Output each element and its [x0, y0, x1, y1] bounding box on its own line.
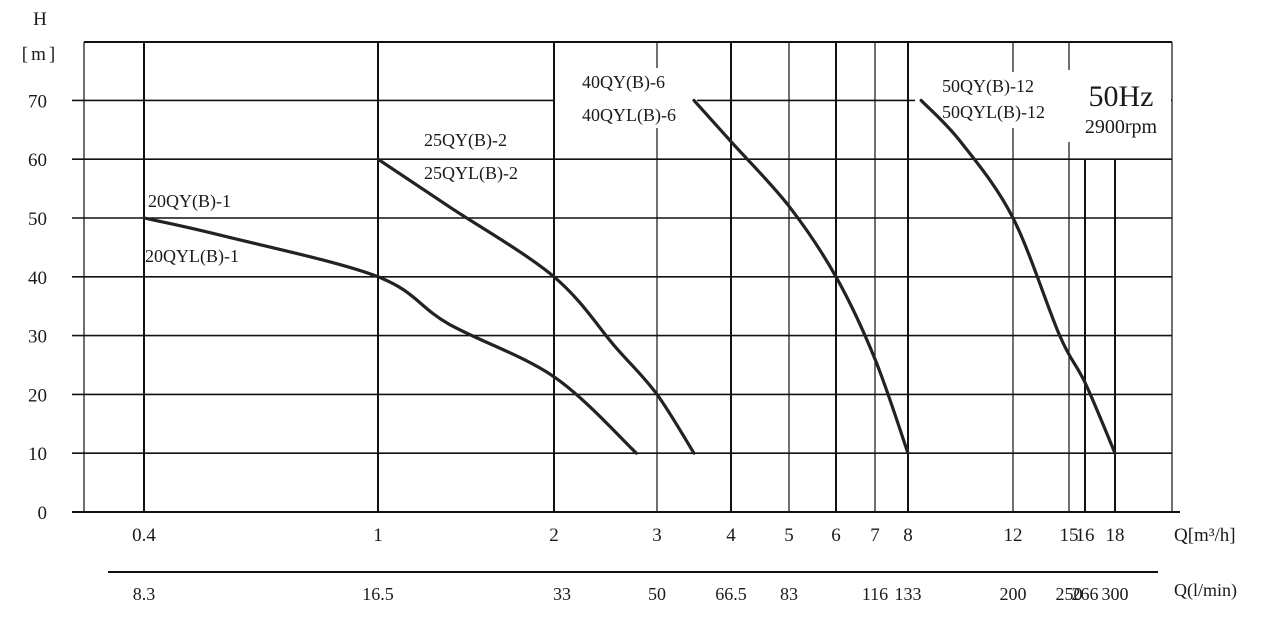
curve-3	[692, 98, 910, 455]
y-axis-unit: [m]	[22, 44, 58, 65]
label-background	[555, 68, 697, 128]
x-tick-label: 1	[373, 525, 383, 546]
frequency-label: 50Hz	[1089, 80, 1154, 113]
series-label: 50QY(B)-12	[942, 76, 1034, 97]
label-background	[1063, 70, 1171, 142]
lpm-tick-label: 250	[1056, 584, 1083, 604]
x-tick-label: 12	[1004, 525, 1023, 546]
series-alt-label: 25QYL(B)-2	[424, 163, 518, 184]
x-tick-label: 2	[549, 525, 559, 546]
x-tick-label: 18	[1106, 525, 1125, 546]
y-tick-label: 0	[38, 503, 48, 524]
lpm-tick-label: 266	[1072, 584, 1099, 604]
lpm-tick-label: 33	[553, 584, 571, 604]
y-tick-label: 40	[28, 268, 47, 289]
y-axis-symbol: H	[33, 9, 47, 30]
series-label: 25QY(B)-2	[424, 130, 507, 151]
lpm-tick-label: 300	[1102, 584, 1129, 604]
series-label: 20QY(B)-1	[148, 191, 231, 212]
y-tick-label: 20	[28, 385, 47, 406]
lpm-tick-label: 16.5	[362, 584, 394, 604]
y-tick-label: 30	[28, 327, 47, 348]
curve-layer	[142, 98, 1117, 455]
y-tick-label: 70	[28, 91, 47, 112]
y-tick-label: 60	[28, 150, 47, 171]
series-alt-label: 40QYL(B)-6	[582, 105, 676, 126]
lpm-tick-label: 8.3	[133, 584, 156, 604]
x-tick-label: 0.4	[132, 525, 156, 546]
x-tick-label: 8	[903, 525, 913, 546]
lpm-tick-label: 200	[1000, 584, 1027, 604]
series-alt-label: 50QYL(B)-12	[942, 102, 1045, 123]
x-axis-title-m3h: Q[m³/h]	[1174, 525, 1236, 546]
lpm-tick-label: 50	[648, 584, 666, 604]
lpm-tick-label: 116	[862, 584, 888, 604]
curve-1	[142, 216, 638, 455]
x-axis-title-lpm: Q(l/min)	[1174, 580, 1237, 601]
lpm-tick-label: 133	[895, 584, 922, 604]
x-tick-label: 6	[831, 525, 841, 546]
lpm-tick-label: 66.5	[715, 584, 747, 604]
curve-2	[376, 157, 696, 455]
curve-4	[919, 98, 1117, 455]
x-tick-label: 7	[870, 525, 880, 546]
series-label: 40QY(B)-6	[582, 72, 665, 93]
y-tick-label: 50	[28, 209, 47, 230]
x-tick-label: 3	[652, 525, 662, 546]
lpm-tick-label: 83	[780, 584, 798, 604]
series-alt-label: 20QYL(B)-1	[145, 246, 239, 267]
x-tick-label: 4	[726, 525, 736, 546]
x-tick-label: 16	[1076, 525, 1095, 546]
text-layer: 0102030405060700.48.3116.5233350466.5583…	[22, 9, 1237, 604]
x-tick-label: 5	[784, 525, 794, 546]
x-tick-label: 15	[1060, 525, 1079, 546]
y-tick-label: 10	[28, 444, 47, 465]
speed-label: 2900rpm	[1085, 116, 1158, 138]
